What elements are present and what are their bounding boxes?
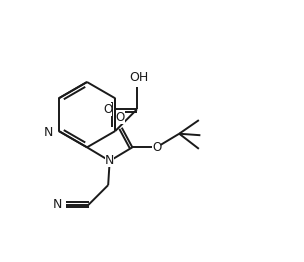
Text: O: O (152, 141, 161, 154)
Text: O: O (103, 103, 112, 116)
Text: OH: OH (129, 71, 148, 84)
Text: O: O (116, 111, 125, 124)
Text: N: N (105, 154, 114, 167)
Text: N: N (44, 126, 53, 139)
Text: N: N (53, 198, 62, 211)
